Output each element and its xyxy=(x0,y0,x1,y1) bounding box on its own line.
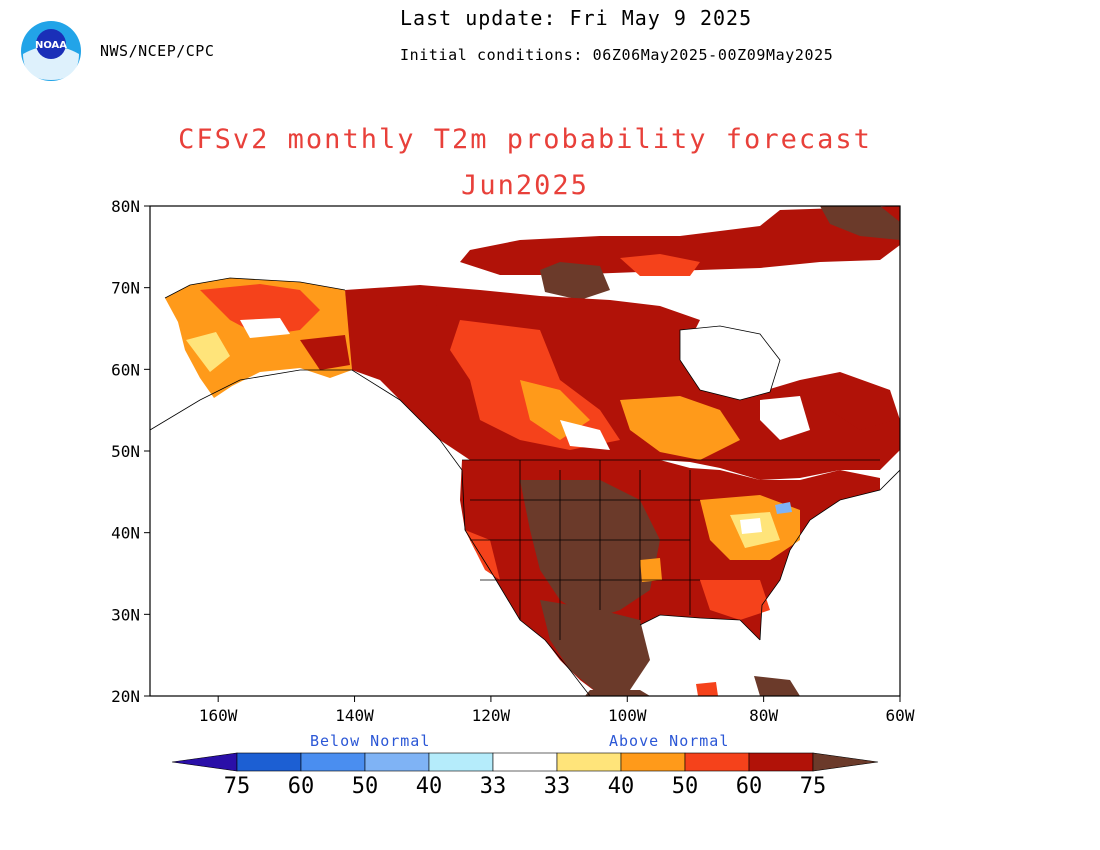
colorbar-cell xyxy=(428,752,494,772)
colorbar-tick-label: 60 xyxy=(736,774,763,799)
colorbar-cell xyxy=(492,752,558,772)
last-update-text: Last update: Fri May 9 2025 xyxy=(400,6,753,30)
colorbar-cell xyxy=(300,752,366,772)
colorbar-tick-label: 33 xyxy=(480,774,507,799)
colorbar-cell xyxy=(364,752,430,772)
lon-tick-label: 160W xyxy=(199,706,238,725)
colorbar-tick-label: 40 xyxy=(608,774,635,799)
lat-tick-label: 70N xyxy=(111,279,140,298)
colorbar-cell xyxy=(748,752,814,772)
colorbar-tick-label: 33 xyxy=(544,774,571,799)
noaa-logo-text: NOAA xyxy=(35,40,67,51)
lon-tick-label: 120W xyxy=(472,706,511,725)
colorbar-cell xyxy=(556,752,622,772)
colorbar-tick-label: 60 xyxy=(288,774,315,799)
region-arctic-islands xyxy=(460,206,900,275)
boundary-lines xyxy=(150,277,900,696)
colorbar-tick-label: 50 xyxy=(672,774,699,799)
lat-axis: 80N 70N 60N 50N 40N 30N 20N xyxy=(111,197,150,706)
colorbar-cell xyxy=(684,752,750,772)
lon-tick-label: 140W xyxy=(335,706,374,725)
initial-conditions-text: Initial conditions: 06Z06May2025-00Z09Ma… xyxy=(400,46,834,64)
lat-tick-label: 80N xyxy=(111,197,140,216)
forecast-shading xyxy=(165,206,900,696)
colorbar-cell xyxy=(236,752,302,772)
hudson-bay xyxy=(680,326,780,400)
colorbar-cell xyxy=(620,752,686,772)
lat-tick-label: 40N xyxy=(111,524,140,543)
above-normal-label: Above Normal xyxy=(609,732,730,750)
lat-tick-label: 20N xyxy=(111,687,140,706)
lat-tick-label: 50N xyxy=(111,442,140,461)
lon-tick-label: 80W xyxy=(749,706,778,725)
colorbar-tick-label: 40 xyxy=(416,774,443,799)
colorbar-low-arrow xyxy=(171,752,238,772)
colorbar-tick-label: 75 xyxy=(224,774,251,799)
lon-axis: 160W 140W 120W 100W 80W 60W xyxy=(199,696,915,725)
lat-tick-label: 30N xyxy=(111,605,140,624)
noaa-logo: NOAA xyxy=(21,21,81,81)
org-label: NWS/NCEP/CPC xyxy=(100,42,215,60)
lat-tick-label: 60N xyxy=(111,360,140,379)
lon-tick-label: 100W xyxy=(608,706,647,725)
colorbar-high-arrow xyxy=(812,752,879,772)
chart-subtitle: Jun2025 xyxy=(461,170,589,201)
colorbar-tick-label: 50 xyxy=(352,774,379,799)
lon-tick-label: 60W xyxy=(886,706,915,725)
colorbar-tick-label: 75 xyxy=(800,774,827,799)
chart-title: CFSv2 monthly T2m probability forecast xyxy=(178,124,872,155)
below-normal-label: Below Normal xyxy=(310,732,431,750)
